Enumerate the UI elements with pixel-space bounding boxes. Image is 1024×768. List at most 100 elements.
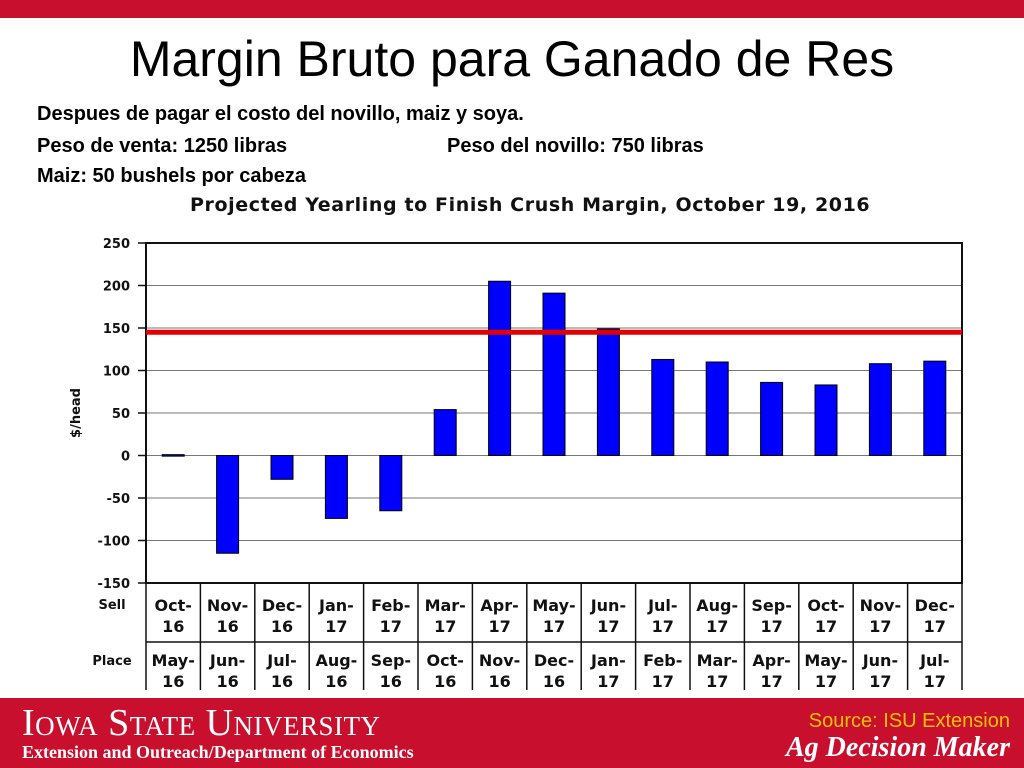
sell-month-label: 17 — [434, 617, 456, 636]
place-month-label: Jul- — [266, 651, 296, 670]
y-tick-label: 100 — [103, 365, 130, 380]
sell-month-label: Jan- — [318, 596, 354, 615]
place-month-label: Apr- — [752, 651, 790, 670]
bar-nov-17 — [868, 363, 892, 457]
place-month-label: 16 — [434, 672, 456, 691]
place-month-label: Dec- — [534, 651, 574, 670]
place-month-label: 17 — [706, 672, 728, 691]
place-month-label: 17 — [652, 672, 674, 691]
sale-weight-label: Peso de venta: 1250 libras — [37, 135, 288, 157]
sell-month-label: 17 — [380, 617, 402, 636]
sell-month-label: 16 — [162, 617, 184, 636]
place-month-label: 17 — [597, 672, 619, 691]
place-month-label: May- — [152, 651, 195, 670]
ag-decision-maker-brand: Ag Decision Maker — [786, 732, 1010, 763]
bar-sep-17 — [760, 381, 784, 456]
place-month-label: Sep- — [371, 651, 411, 670]
top-accent-bar — [0, 0, 1024, 18]
bar-dec-17 — [923, 360, 947, 456]
sell-month-label: Sep- — [751, 596, 791, 615]
y-tick-label: -150 — [97, 577, 130, 592]
department-label: Extension and Outreach/Department of Eco… — [22, 742, 414, 762]
y-tick-label: 50 — [112, 407, 130, 422]
y-tick-label: -100 — [97, 535, 130, 550]
place-month-label: 17 — [760, 672, 782, 691]
sell-month-label: Mar- — [425, 596, 466, 615]
place-month-label: 17 — [869, 672, 891, 691]
bar-nov-16 — [216, 455, 240, 554]
place-month-label: Aug- — [315, 651, 357, 670]
place-month-label: Jun- — [862, 651, 898, 670]
sell-month-label: 17 — [325, 617, 347, 636]
place-month-label: Nov- — [479, 651, 520, 670]
sell-month-label: 17 — [543, 617, 565, 636]
y-tick-label: 200 — [103, 280, 130, 295]
sell-month-label: Jul- — [647, 596, 677, 615]
bar-feb-17 — [379, 455, 403, 512]
chart-title: Projected Yearling to Finish Crush Margi… — [190, 194, 871, 216]
bar-jun-17 — [596, 328, 620, 457]
sell-month-label: 17 — [869, 617, 891, 636]
place-month-label: 17 — [815, 672, 837, 691]
bar-jul-17 — [651, 358, 675, 457]
place-month-label: Jun- — [209, 651, 245, 670]
place-month-label: 16 — [325, 672, 347, 691]
place-month-label: 16 — [380, 672, 402, 691]
sell-month-label: Dec- — [915, 596, 955, 615]
sell-month-label: Feb- — [371, 596, 410, 615]
y-tick-label: 150 — [103, 322, 130, 337]
bar-dec-16 — [270, 455, 294, 480]
bar-apr-17 — [488, 280, 512, 456]
steer-weight-label: Peso del novillo: 750 libras — [447, 135, 704, 157]
place-month-label: 16 — [271, 672, 293, 691]
place-row-label: Place — [92, 654, 131, 669]
sell-month-label: Aug- — [696, 596, 738, 615]
bar-jan-17 — [324, 455, 348, 519]
sell-month-label: Oct- — [155, 596, 192, 615]
sell-month-label: Oct- — [807, 596, 844, 615]
place-month-label: Jul- — [919, 651, 949, 670]
place-month-label: 16 — [162, 672, 184, 691]
bar-aug-17 — [705, 361, 729, 456]
sell-month-label: May- — [532, 596, 575, 615]
footer-bar — [0, 698, 1024, 768]
place-month-label: May- — [804, 651, 847, 670]
sell-month-label: 17 — [488, 617, 510, 636]
sell-month-label: 16 — [271, 617, 293, 636]
sell-month-label: Dec- — [262, 596, 302, 615]
y-tick-label: -50 — [107, 492, 131, 507]
place-month-label: Oct- — [427, 651, 464, 670]
sell-month-label: 17 — [924, 617, 946, 636]
y-tick-label: 0 — [121, 450, 130, 465]
sell-month-label: Nov- — [207, 596, 248, 615]
bar-oct-16 — [161, 454, 185, 457]
place-month-label: 16 — [543, 672, 565, 691]
sell-month-label: 17 — [760, 617, 782, 636]
sell-row-label: Sell — [98, 598, 125, 613]
bar-may-17 — [542, 292, 566, 456]
university-wordmark: Iowa State University — [22, 702, 381, 744]
sell-month-label: Jun- — [590, 596, 626, 615]
sell-month-label: Apr- — [480, 596, 518, 615]
place-month-label: 17 — [924, 672, 946, 691]
place-month-label: Jan- — [590, 651, 626, 670]
slide-title: Margin Bruto para Ganado de Res — [129, 31, 895, 87]
subtitle-line-1: Despues de pagar el costo del novillo, m… — [37, 103, 524, 125]
bar-mar-17 — [433, 409, 457, 457]
corn-bushels-label: Maiz: 50 bushels por cabeza — [37, 165, 306, 187]
y-axis-label: $/head — [69, 388, 84, 438]
place-month-label: 16 — [488, 672, 510, 691]
y-tick-label: 250 — [103, 237, 130, 252]
sell-month-label: 16 — [216, 617, 238, 636]
place-month-label: Mar- — [697, 651, 738, 670]
place-month-label: Feb- — [643, 651, 682, 670]
crush-margin-chart: 250 200 150 100 50 0 -50 -100 -150 $/head Sell Plac… — [69, 237, 963, 691]
bar-oct-17 — [814, 384, 838, 457]
sell-month-label: 17 — [597, 617, 619, 636]
plot-frame — [145, 242, 963, 584]
place-month-label: 16 — [216, 672, 238, 691]
source-label: Source: ISU Extension — [808, 710, 1010, 732]
sell-month-label: 17 — [706, 617, 728, 636]
sell-month-label: Nov- — [860, 596, 901, 615]
sell-month-label: 17 — [815, 617, 837, 636]
